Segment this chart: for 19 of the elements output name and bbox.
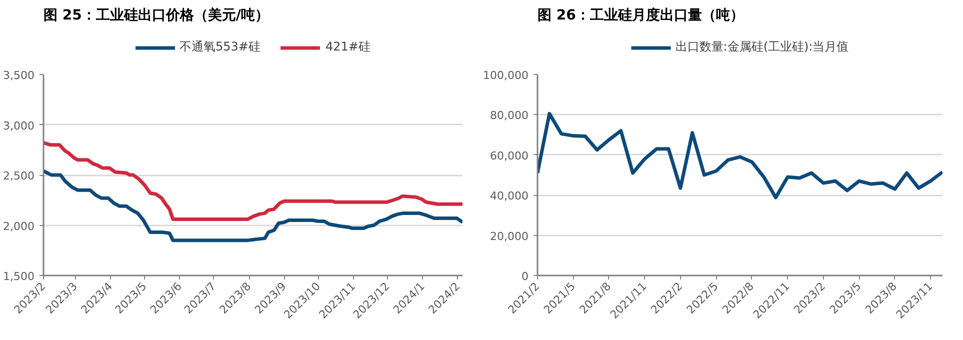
y-tick-label: 20,000 bbox=[490, 230, 529, 243]
legend-label: 421#硅 bbox=[326, 38, 370, 56]
y-tick-label: 2,500 bbox=[3, 170, 35, 182]
line-series bbox=[44, 169, 462, 242]
y-tick-label: 1,500 bbox=[3, 270, 35, 283]
y-tick-label: 100,000 bbox=[483, 69, 529, 82]
y-tick-label: 3,500 bbox=[3, 69, 35, 82]
line-series bbox=[44, 141, 462, 221]
line-series bbox=[538, 112, 942, 200]
legend-label: 不通氧553#硅 bbox=[180, 38, 260, 56]
y-tick-label: 80,000 bbox=[490, 109, 529, 122]
chart-title: 图 26：工业硅月度出口量（吨） bbox=[538, 6, 744, 24]
y-tick-label: 2,000 bbox=[3, 220, 35, 233]
y-tick-label: 0 bbox=[522, 270, 528, 283]
y-tick-label: 3,000 bbox=[3, 119, 35, 132]
chart-title: 图 25：工业硅出口价格（美元/吨） bbox=[44, 6, 269, 24]
legend-label: 出口数量:金属硅(工业硅):当月值 bbox=[675, 38, 849, 56]
y-tick-label: 40,000 bbox=[490, 190, 529, 203]
y-tick-label: 60,000 bbox=[490, 149, 529, 162]
